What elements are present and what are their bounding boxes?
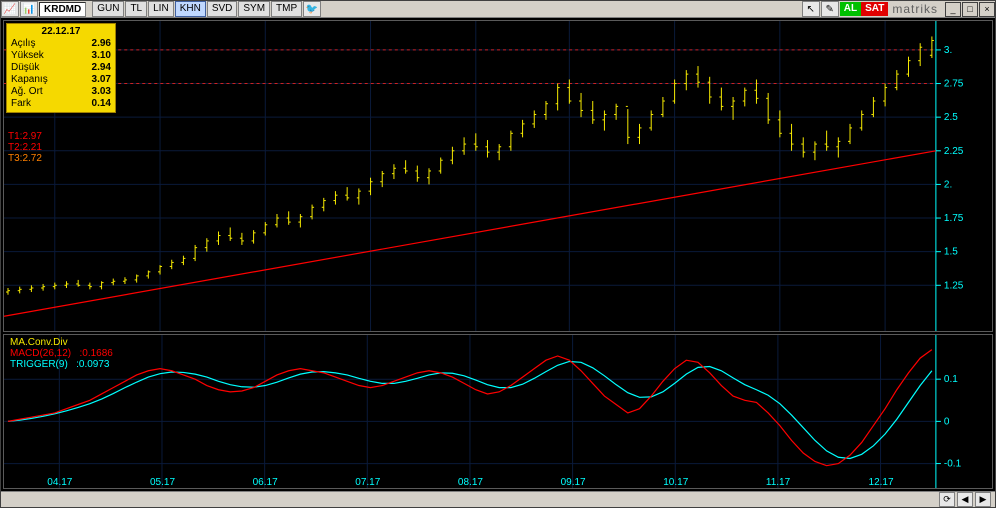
svg-text:04.17: 04.17 [47, 477, 72, 488]
scroll-left-icon[interactable]: ◀ [957, 492, 973, 507]
chart-area: 1.25 1.5 1.75 2. 2.25 2.5 2.75 3. 22.12.17 Açıl… [1, 18, 995, 491]
maximize-button[interactable]: □ [962, 2, 978, 17]
toolbar-btn-tmp[interactable]: TMP [271, 1, 302, 17]
svg-text:0: 0 [944, 416, 950, 427]
toolbar-btn-sym[interactable]: SYM [238, 1, 270, 17]
ohlc-infobox: 22.12.17 Açılış2.96Yüksek3.10Düşük2.94Ka… [6, 23, 116, 113]
svg-text:2.25: 2.25 [944, 146, 964, 157]
svg-text:1.5: 1.5 [944, 247, 958, 258]
macd-title: MA.Conv.Div [10, 337, 113, 348]
buy-button[interactable]: AL [840, 2, 861, 16]
svg-text:10.17: 10.17 [663, 477, 688, 488]
svg-text:1.25: 1.25 [944, 280, 964, 291]
svg-text:11.17: 11.17 [766, 477, 791, 488]
svg-text:0.1: 0.1 [944, 374, 958, 385]
svg-text:08.17: 08.17 [458, 477, 483, 488]
app-window: 📈 📊 KRDMD GUNTLLINKHNSVDSYMTMP 🐦 ↖ ✎ AL … [0, 0, 996, 508]
close-button[interactable]: × [979, 2, 995, 17]
macd-label: MACD(26,12) :0.1686 [10, 348, 113, 359]
toolbar-btn-tl[interactable]: TL [125, 1, 147, 17]
sell-button[interactable]: SAT [861, 2, 888, 16]
tool-icon[interactable]: ✎ [821, 1, 839, 17]
svg-text:2.75: 2.75 [944, 79, 964, 90]
refresh-icon[interactable]: ⟳ [939, 492, 955, 507]
svg-text:07.17: 07.17 [355, 477, 380, 488]
status-bar: ⟳ ◀ ▶ [1, 491, 995, 507]
chart-icon[interactable]: 📊 [20, 1, 38, 17]
ticker-symbol[interactable]: KRDMD [39, 2, 86, 17]
toolbar-btn-gun[interactable]: GUN [92, 1, 124, 17]
svg-text:-0.1: -0.1 [944, 459, 962, 470]
svg-text:3.: 3. [944, 45, 952, 56]
svg-text:1.75: 1.75 [944, 213, 964, 224]
app-icon[interactable]: 📈 [1, 1, 19, 17]
toolbar-btn-svd[interactable]: SVD [207, 1, 238, 17]
svg-text:2.: 2. [944, 179, 952, 190]
svg-text:05.17: 05.17 [150, 477, 175, 488]
macd-panel[interactable]: 04.17 05.17 06.17 07.17 08.17 09.17 10.17 11.17… [3, 334, 993, 489]
trigger-label: TRIGGER(9) :0.0973 [10, 359, 113, 370]
toolbar: 📈 📊 KRDMD GUNTLLINKHNSVDSYMTMP 🐦 ↖ ✎ AL … [1, 1, 995, 18]
svg-text:12.17: 12.17 [869, 477, 894, 488]
price-panel[interactable]: 1.25 1.5 1.75 2. 2.25 2.5 2.75 3. 22.12.17 Açıl… [3, 20, 993, 332]
macd-legend: MA.Conv.Div MACD(26,12) :0.1686 TRIGGER(… [10, 337, 113, 370]
twitter-icon[interactable]: 🐦 [303, 1, 321, 17]
scroll-right-icon[interactable]: ▶ [975, 492, 991, 507]
svg-text:06.17: 06.17 [253, 477, 278, 488]
cursor-icon[interactable]: ↖ [802, 1, 820, 17]
svg-text:2.5: 2.5 [944, 112, 958, 123]
toolbar-btn-lin[interactable]: LIN [148, 1, 174, 17]
svg-text:09.17: 09.17 [561, 477, 586, 488]
brand-logo: matriks [892, 2, 938, 16]
toolbar-btn-khn[interactable]: KHN [175, 1, 206, 17]
target-levels: T1:2.97T2:2.21T3:2.72 [8, 131, 42, 164]
info-date: 22.12.17 [11, 26, 111, 38]
minimize-button[interactable]: _ [945, 2, 961, 17]
